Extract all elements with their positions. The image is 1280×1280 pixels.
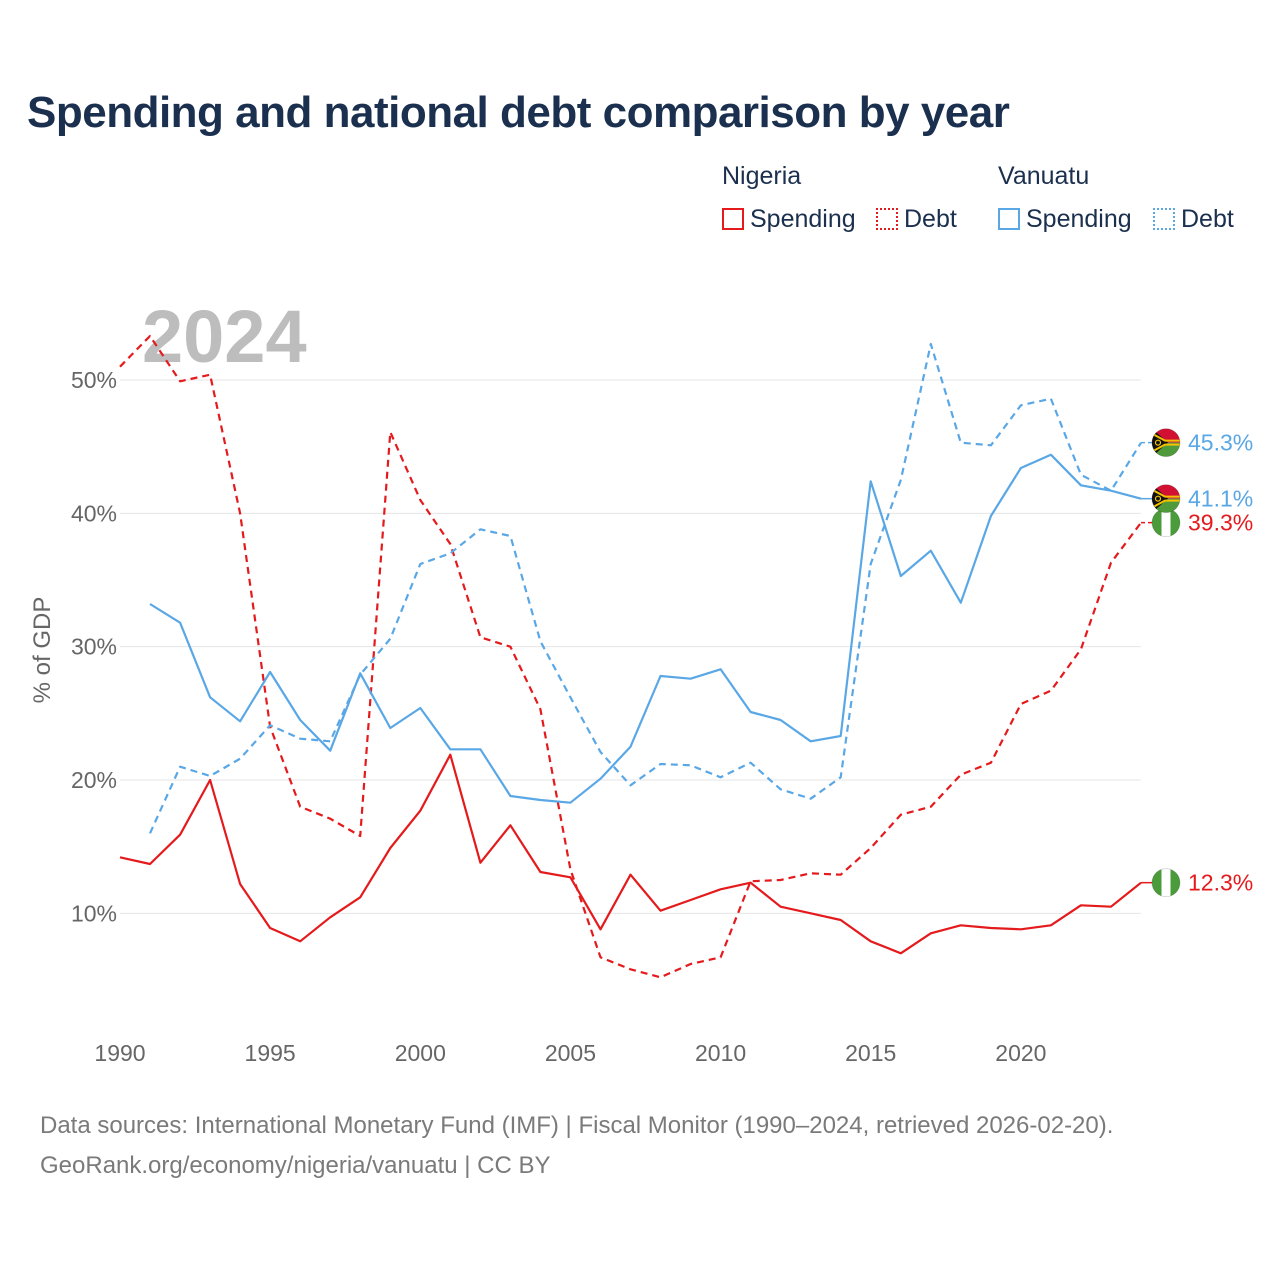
x-tick-label: 1995 (245, 1040, 296, 1066)
y-tick-label: 40% (71, 500, 117, 526)
legend-group-vanuatu: Vanuatu (998, 162, 1090, 190)
end-value-label: 12.3% (1188, 870, 1253, 896)
y-tick-label: 50% (71, 367, 117, 393)
x-tick-label: 2005 (545, 1040, 596, 1066)
legend-label: Debt (904, 204, 957, 233)
chart-title: Spending and national debt comparison by… (27, 88, 1010, 137)
series-line-nigeria-debt[interactable] (119, 334, 1142, 979)
legend-label: Spending (1026, 204, 1132, 233)
x-tick-label: 2015 (845, 1040, 896, 1066)
legend-label: Debt (1181, 204, 1234, 233)
vanuatu-flag-icon (1152, 428, 1180, 457)
end-label-layer: 12.3% 39.3%41.1% 45.3% (1141, 428, 1253, 898)
legend-item-nigeria-debt[interactable]: Debt (876, 204, 957, 234)
line-chart: 2024 10% 20% 30% 40% 50% 1990 1995 2000 2005 2010… (29, 295, 1253, 1066)
x-tick-label: 2020 (995, 1040, 1046, 1066)
y-tick-label: 20% (71, 767, 117, 793)
footer: Data sources: International Monetary Fun… (40, 1106, 1113, 1186)
series-line-nigeria-spending[interactable] (119, 753, 1142, 955)
y-tick-label: 10% (71, 900, 117, 926)
series-line-vanuatu-debt[interactable] (148, 342, 1142, 834)
source-link[interactable]: GeoRank.org/economy/nigeria/vanuatu | CC… (40, 1152, 551, 1179)
grid-layer (120, 379, 1141, 914)
series-layer (119, 334, 1142, 979)
legend-item-vanuatu-debt[interactable]: Debt (1153, 204, 1234, 234)
axis-layer: 10% 20% 30% 40% 50% 1990 1995 2000 2005 2010 2015 2… (71, 367, 1047, 1066)
x-tick-label: 1990 (94, 1040, 145, 1066)
x-tick-label: 2000 (395, 1040, 446, 1066)
data-sources: Data sources: International Monetary Fun… (40, 1112, 1114, 1139)
legend-group-nigeria: Nigeria (722, 162, 802, 190)
legend-swatch-solid-blue (998, 208, 1020, 230)
year-watermark: 2024 (142, 295, 307, 378)
legend-swatch-dotted-blue (1153, 208, 1175, 230)
nigeria-flag-icon (1152, 508, 1180, 537)
legend-item-nigeria-spending[interactable]: Spending (722, 204, 856, 234)
nigeria-flag-icon (1152, 868, 1180, 897)
vanuatu-flag-icon (1152, 484, 1180, 513)
legend-item-vanuatu-spending[interactable]: Spending (998, 204, 1132, 234)
series-line-vanuatu-spending[interactable] (149, 453, 1142, 804)
legend-swatch-dotted-red (876, 208, 898, 230)
end-value-label: 45.3% (1188, 430, 1253, 456)
y-tick-label: 30% (71, 634, 117, 660)
y-axis-label: % of GDP (29, 597, 56, 704)
end-value-label: 41.1% (1188, 486, 1253, 512)
legend-label: Spending (750, 204, 856, 233)
end-value-label: 39.3% (1188, 510, 1253, 536)
x-tick-label: 2010 (695, 1040, 746, 1066)
legend-swatch-solid-red (722, 208, 744, 230)
